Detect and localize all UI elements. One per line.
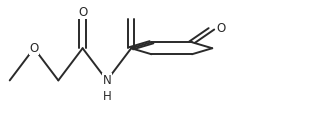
Text: O: O — [78, 5, 87, 19]
Text: N: N — [102, 74, 111, 87]
Text: O: O — [29, 42, 39, 55]
Text: H: H — [102, 90, 111, 103]
Text: O: O — [216, 22, 226, 35]
